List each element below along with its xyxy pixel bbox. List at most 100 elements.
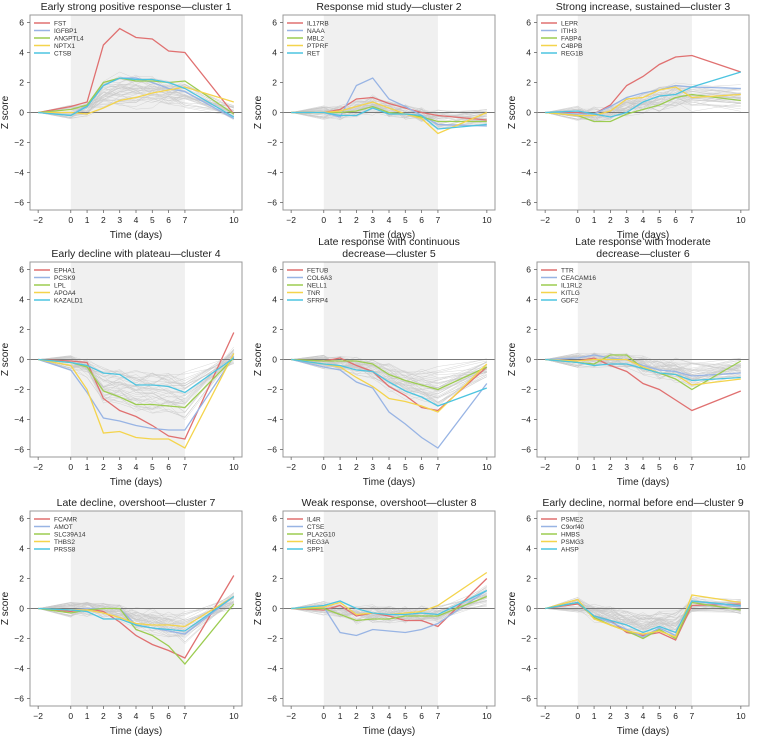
x-tick-label: 3: [117, 462, 122, 472]
legend-label: PRSS8: [54, 546, 76, 553]
x-tick-label: −2: [540, 711, 550, 721]
y-tick-label: 2: [19, 78, 24, 88]
x-tick-label: 1: [338, 215, 343, 225]
x-tick-label: 7: [183, 215, 188, 225]
y-tick-label: 2: [272, 325, 277, 335]
x-tick-label: 0: [321, 215, 326, 225]
legend-label: SLC39A14: [54, 531, 86, 538]
x-tick-label: 6: [673, 215, 678, 225]
y-tick-label: −4: [267, 415, 277, 425]
background-gene-line: [291, 359, 487, 403]
x-tick-label: 0: [575, 462, 580, 472]
legend-label: NPTX1: [54, 43, 75, 50]
y-tick-label: 4: [19, 295, 24, 305]
y-tick-label: 6: [19, 514, 24, 524]
series-line-sfrp4: [291, 358, 488, 407]
x-tick-label: 3: [370, 462, 375, 472]
y-tick-label: 2: [19, 574, 24, 584]
legend-label: CTSB: [54, 50, 71, 57]
x-tick-label: 3: [370, 215, 375, 225]
x-tick-label: 5: [150, 711, 155, 721]
x-tick-label: 1: [592, 462, 597, 472]
x-tick-label: 10: [482, 462, 492, 472]
y-tick-label: −2: [521, 138, 531, 148]
y-tick-label: 2: [272, 574, 277, 584]
x-tick-label: 0: [575, 215, 580, 225]
panel-cluster-3: Strong increase, sustained—cluster 3 −6 −4…: [507, 1, 750, 241]
x-tick-label: 6: [419, 711, 424, 721]
series-line-ctse: [291, 589, 488, 637]
y-tick-label: 4: [526, 544, 531, 554]
background-gene-line: [38, 356, 234, 418]
series-line-igfbp1: [38, 77, 235, 120]
x-tick-label: 4: [641, 711, 646, 721]
legend-label: FST: [54, 20, 66, 27]
legend-label: EPHA1: [54, 267, 76, 274]
y-tick-label: −4: [521, 664, 531, 674]
legend-label: RET: [307, 50, 320, 57]
legend-label: LPL: [54, 282, 66, 289]
legend-label: REG3A: [307, 539, 330, 546]
series-line-lepr: [545, 54, 742, 115]
panel-title: Early decline with plateau—cluster 4: [51, 248, 220, 260]
legend-label: NELL1: [307, 282, 327, 289]
series-line-ahsp: [545, 600, 741, 634]
background-gene-line: [38, 91, 234, 117]
x-tick-label: 6: [419, 462, 424, 472]
y-tick-label: 4: [526, 48, 531, 58]
y-axis-label: Z score: [253, 591, 264, 625]
y-tick-label: 2: [272, 78, 277, 88]
series-line-slc39a14: [38, 603, 235, 665]
panel-title: Response mid study—cluster 2: [316, 1, 461, 13]
legend-label: PSMG3: [561, 539, 584, 546]
x-tick-label: 2: [354, 711, 359, 721]
x-tick-label: 0: [321, 711, 326, 721]
x-tick-label: 10: [736, 462, 746, 472]
x-tick-label: 5: [657, 215, 662, 225]
y-tick-label: 0: [19, 604, 24, 614]
y-tick-label: 4: [272, 544, 277, 554]
x-tick-label: 10: [736, 215, 746, 225]
series-line-naaa: [291, 77, 487, 127]
background-gene-line: [291, 595, 487, 622]
x-tick-label: −2: [540, 462, 550, 472]
series-line-il1rl2: [545, 354, 742, 391]
x-tick-label: 1: [592, 711, 597, 721]
x-tick-label: 3: [370, 711, 375, 721]
x-tick-label: 4: [387, 711, 392, 721]
x-tick-label: 1: [85, 215, 90, 225]
x-tick-label: 2: [354, 462, 359, 472]
y-tick-label: 6: [19, 265, 24, 275]
x-tick-label: 5: [657, 462, 662, 472]
y-axis-label: Z score: [0, 95, 11, 129]
series-line-ptprf: [291, 101, 488, 135]
y-axis-label: Z score: [253, 342, 264, 376]
series-line-apoa4: [38, 353, 235, 449]
background-gene-line: [38, 354, 234, 384]
y-tick-label: 4: [272, 48, 277, 58]
y-tick-label: 4: [526, 295, 531, 305]
panel-cluster-8: Weak response, overshoot—cluster 8 −6 −4 −2…: [253, 497, 496, 737]
y-tick-label: 4: [19, 48, 24, 58]
background-gene-line: [38, 349, 234, 403]
background-gene-line: [291, 356, 487, 378]
background-gene-line: [291, 356, 487, 406]
background-gene-line: [291, 604, 487, 620]
legend-label: AHSP: [561, 546, 579, 553]
x-axis-label: Time (days): [110, 230, 162, 241]
y-tick-label: −4: [267, 168, 277, 178]
series-line-itih3: [545, 84, 741, 115]
series-line-gdf2: [545, 358, 741, 382]
y-axis-label: Z score: [507, 342, 518, 376]
y-tick-label: 6: [526, 18, 531, 28]
x-axis-label: Time (days): [617, 726, 669, 737]
background-gene-line: [38, 355, 234, 394]
panel-title: Weak response, overshoot—cluster 8: [302, 497, 477, 509]
x-tick-label: 10: [229, 215, 239, 225]
